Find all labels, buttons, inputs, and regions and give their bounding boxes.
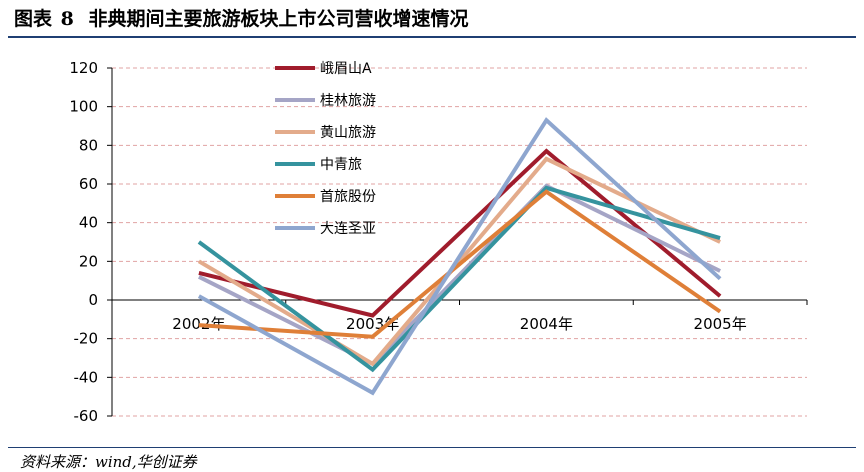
series-line	[197, 185, 721, 373]
y-tick-label: 80	[79, 136, 98, 154]
footer-divider	[8, 447, 856, 448]
series-line	[198, 189, 722, 339]
series-line	[198, 148, 722, 318]
y-tick-label: -60	[74, 407, 99, 425]
line-chart: 120 100 80 60 40 20 0 -20 -40 -60 2002年 2003年 2004年 2…	[69, 59, 808, 425]
title-prefix: 图表	[14, 8, 53, 30]
y-tick-label: 0	[88, 291, 98, 309]
legend-label: 中青旅	[320, 157, 362, 173]
y-tick-label: 120	[69, 59, 98, 77]
y-tick-label: -20	[74, 330, 99, 348]
x-tick-label: 2002年	[172, 315, 225, 333]
legend-label: 大连圣亚	[320, 221, 376, 237]
x-tick-label: 2005年	[694, 315, 747, 333]
chart-title: 图表 8 非典期间主要旅游板块上市公司营收增速情况	[14, 4, 469, 31]
series-line	[197, 117, 722, 396]
series-line	[198, 183, 721, 367]
chart-area: 120 100 80 60 40 20 0 -20 -40 -60 2002年 2003年 2004年 2…	[0, 40, 864, 440]
source-note: 资料来源：wind,华创证券	[20, 453, 197, 471]
x-tick-label: 2004年	[520, 315, 573, 333]
series-line	[197, 156, 721, 367]
title-divider	[8, 36, 856, 38]
x-tick-label: 2003年	[346, 315, 399, 333]
y-tick-label: 20	[79, 252, 98, 270]
legend-label: 峨眉山A	[320, 61, 372, 77]
title-text: 非典期间主要旅游板块上市公司营收增速情况	[88, 8, 469, 30]
y-tick-label: -40	[74, 368, 99, 386]
title-number: 8	[60, 8, 74, 30]
legend-label: 首旅股份	[320, 189, 376, 205]
legend-label: 桂林旅游	[320, 93, 376, 109]
legend-label: 黄山旅游	[320, 124, 376, 141]
y-tick-label: 60	[79, 175, 98, 193]
y-tick-label: 100	[69, 98, 98, 116]
y-tick-label: 40	[79, 214, 98, 232]
